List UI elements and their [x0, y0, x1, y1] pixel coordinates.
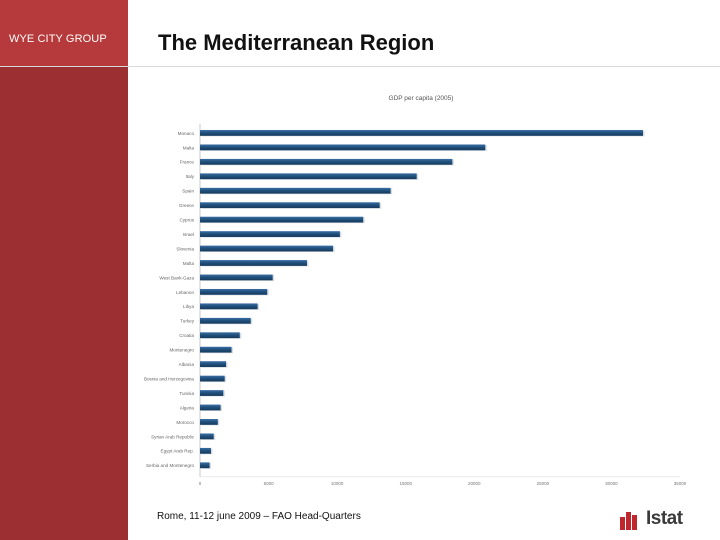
- category-label: Egypt Arab Rep.: [161, 449, 194, 454]
- bar: [200, 332, 240, 339]
- x-tick-label: 0: [199, 481, 202, 486]
- bar: [200, 346, 232, 353]
- x-tick-label: 25000: [537, 481, 550, 486]
- bar: [200, 433, 214, 440]
- bar: [200, 288, 268, 295]
- bar: [200, 447, 211, 454]
- bar: [200, 303, 258, 310]
- category-label: Montenegro: [169, 348, 194, 353]
- category-label: Israel: [183, 232, 194, 237]
- gdp-bar-chart: GDP per capita (2005) 0 5000 10000 15000 200…: [144, 95, 687, 486]
- istat-logo-text: Istat: [646, 508, 683, 529]
- category-label: Morocco: [176, 420, 194, 425]
- category-label: Croatia: [179, 333, 194, 338]
- x-tick-label: 30000: [605, 481, 618, 486]
- title-divider: [128, 66, 720, 67]
- bar: [200, 462, 210, 469]
- category-label: Albania: [179, 362, 195, 367]
- bar: [200, 390, 224, 396]
- category-label: Greece: [179, 203, 195, 208]
- group-name: WYE CITY GROUP: [9, 33, 107, 45]
- category-label: Spain: [182, 189, 194, 194]
- x-tick-label: 35000: [674, 481, 687, 486]
- category-label: Cyprus: [179, 218, 194, 223]
- category-label: Malta: [183, 261, 195, 266]
- category-label: Tunisia: [179, 391, 194, 396]
- x-tick-label: 10000: [331, 481, 344, 486]
- bar: [200, 245, 334, 252]
- bar: [200, 144, 486, 151]
- x-tick-label: 20000: [468, 481, 481, 486]
- category-label: Turkey: [180, 319, 195, 324]
- chart-title: GDP per capita (2005): [389, 95, 454, 102]
- category-label: Serbia and Montenegro: [146, 463, 194, 468]
- istat-logo-icon: [620, 512, 640, 530]
- category-label: Libya: [183, 304, 194, 309]
- category-label: Bosnia and Herzegovina: [144, 376, 194, 381]
- sidebar: WYE CITY GROUP: [0, 0, 128, 540]
- category-label: Lebanon: [176, 290, 194, 295]
- bar: [200, 260, 307, 266]
- category-label: Italy: [186, 174, 195, 179]
- bar: [200, 404, 221, 411]
- bar: [200, 375, 225, 382]
- category-label: Malta: [183, 145, 195, 150]
- bar: [200, 274, 273, 281]
- x-tick-label: 5000: [264, 481, 275, 486]
- category-label: Syrian Arab Republic: [151, 434, 195, 439]
- bar: [200, 187, 391, 194]
- bar: [200, 317, 251, 324]
- bar: [200, 130, 643, 136]
- category-label: France: [180, 160, 195, 165]
- category-label: West Bank-Gaza: [159, 275, 194, 280]
- bar: [200, 216, 364, 223]
- bar: [200, 231, 340, 237]
- bar: [200, 361, 227, 368]
- footer-text: Rome, 11-12 june 2009 – FAO Head-Quarter…: [157, 511, 361, 522]
- bar: [200, 419, 218, 425]
- page-title: The Mediterranean Region: [158, 30, 435, 55]
- category-label: Slovenia: [176, 246, 194, 251]
- bar: [200, 173, 417, 180]
- bar: [200, 202, 380, 209]
- category-label: Algeria: [180, 405, 195, 410]
- category-label: Monaco: [178, 131, 195, 136]
- sidebar-header: WYE CITY GROUP: [0, 0, 128, 67]
- x-tick-label: 15000: [399, 481, 412, 486]
- bar: [200, 158, 453, 165]
